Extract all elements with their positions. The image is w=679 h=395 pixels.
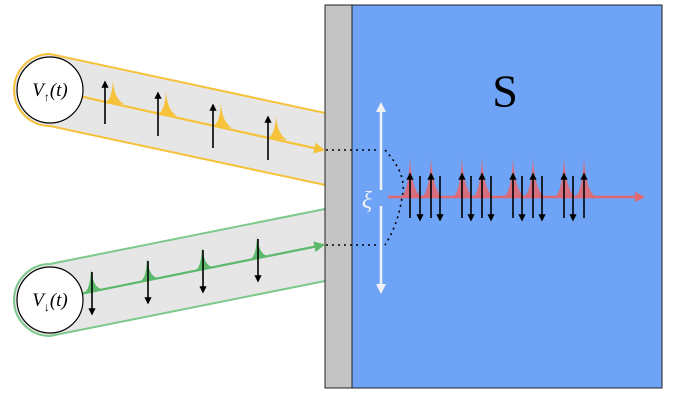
- barrier: [325, 5, 352, 388]
- source-up-label: V↑(t): [32, 80, 68, 104]
- label-arg: (t): [50, 80, 68, 101]
- label-arg: (t): [50, 290, 68, 311]
- diagram: ξ S V↑(t) V↓(t): [0, 0, 679, 395]
- source-down-label: V↓(t): [32, 290, 68, 314]
- s-label: S: [492, 66, 518, 117]
- xi-label: ξ: [362, 188, 373, 214]
